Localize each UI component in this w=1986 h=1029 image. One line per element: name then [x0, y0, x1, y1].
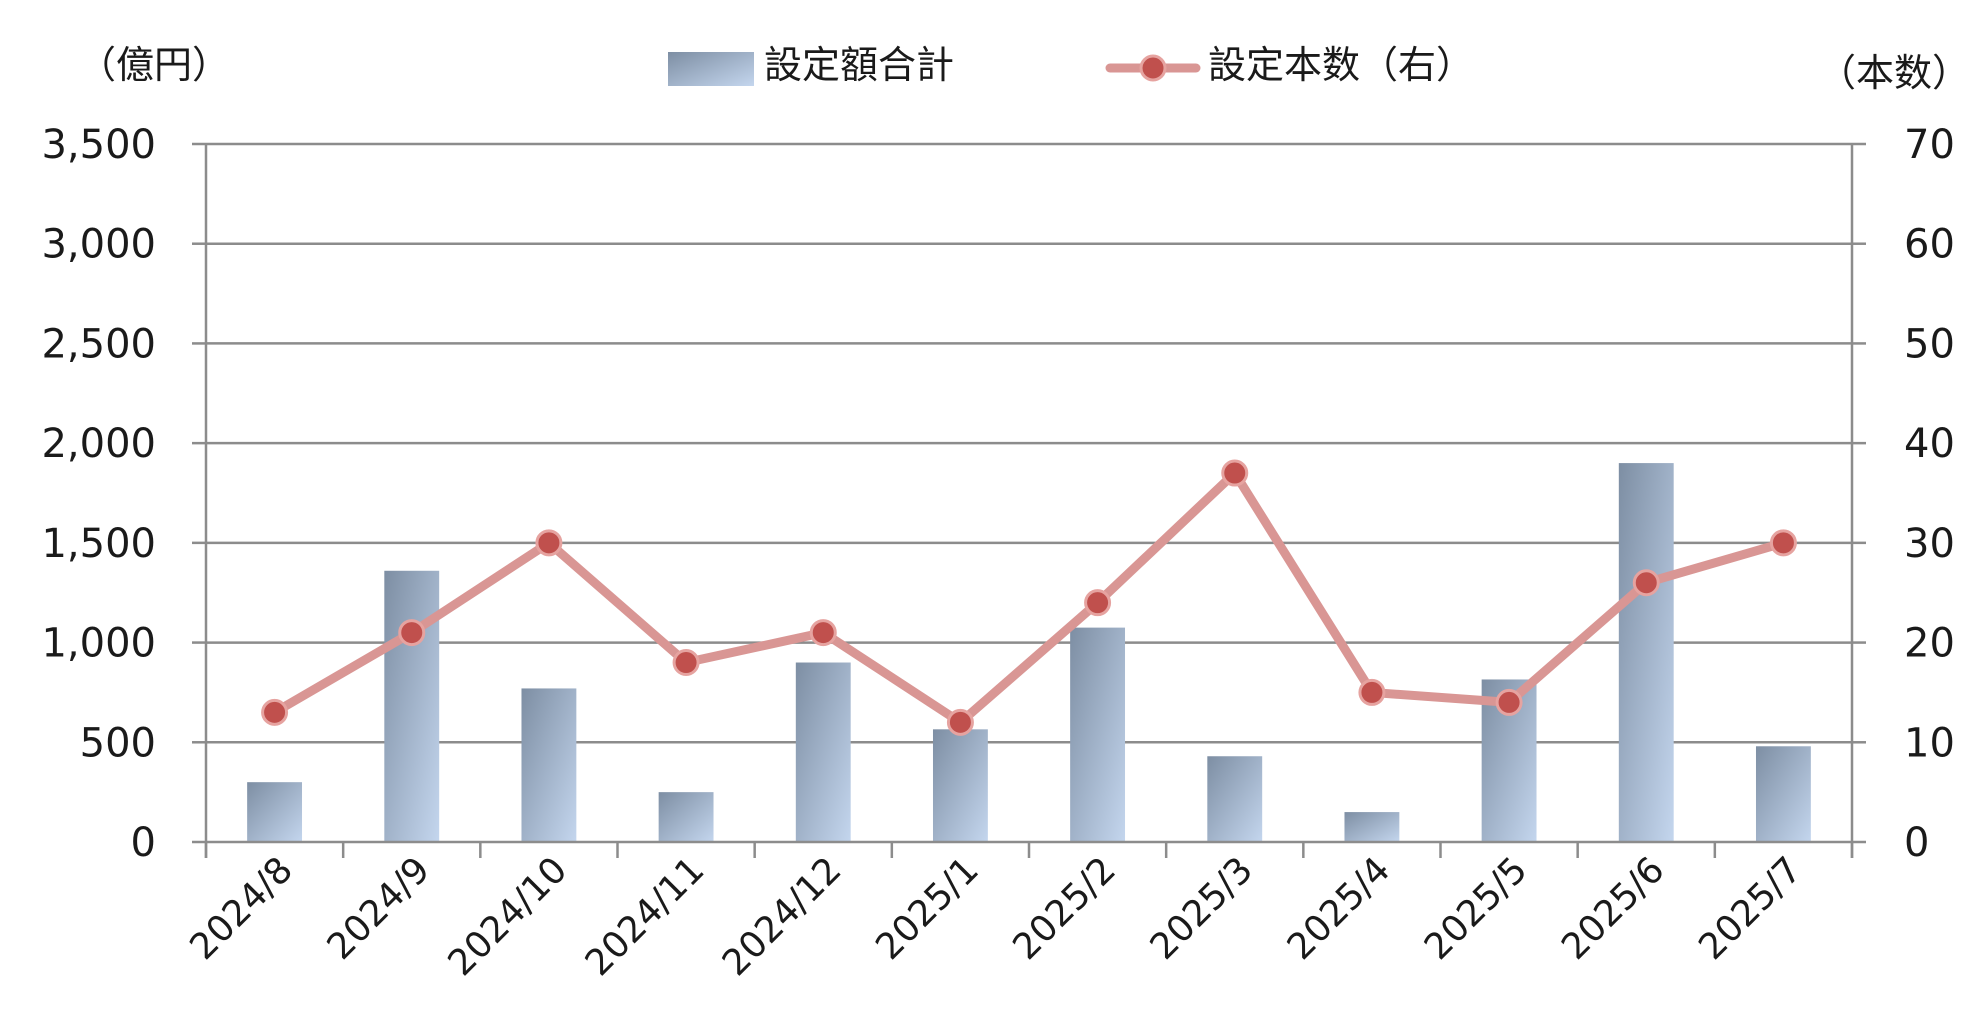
left-tick-label: 1,000: [41, 621, 156, 667]
legend-line-label: 設定本数（右）: [1208, 43, 1474, 87]
legend: 設定額合計 設定本数（右）: [668, 43, 1474, 87]
bar: [247, 782, 303, 842]
bar: [1618, 463, 1674, 842]
right-axis-ticks: 0 10 20 30 40 50 60 70: [1904, 122, 1955, 866]
bar: [521, 688, 577, 842]
legend-line-marker: [1139, 54, 1167, 82]
x-tick-label: 2025/3: [1143, 849, 1262, 968]
bar: [1070, 627, 1126, 842]
right-axis-unit: （本数）: [1818, 51, 1970, 95]
x-axis-ticks: 2024/8 2024/9 2024/10 2024/11 2024/12 2025/1 2…: [182, 849, 1809, 984]
x-tick-label: 2024/12: [715, 849, 850, 984]
left-tick-label: 500: [80, 720, 156, 766]
x-tick-label: 2025/6: [1554, 849, 1673, 968]
line-point: [1221, 459, 1249, 487]
x-tick-label: 2024/11: [578, 849, 713, 984]
line-point: [672, 649, 700, 677]
x-tick-label: 2025/7: [1691, 849, 1810, 968]
line-point: [1358, 678, 1386, 706]
left-tick-label: 1,500: [41, 521, 156, 567]
left-tick-label: 3,000: [41, 222, 156, 268]
right-tick-label: 30: [1904, 521, 1955, 567]
bar-series: [247, 463, 1811, 842]
left-axis-unit: （億円）: [78, 43, 230, 87]
line-point: [946, 708, 974, 736]
x-tick-label: 2025/5: [1417, 849, 1536, 968]
left-tick-label: 0: [131, 820, 156, 866]
right-tick-label: 60: [1904, 222, 1955, 268]
x-tick-label: 2024/9: [320, 849, 439, 968]
line-point: [1632, 569, 1660, 597]
line-point: [1084, 589, 1112, 617]
left-axis-ticks: 0 500 1,000 1,500 2,000 2,500 3,000 3,500: [41, 122, 156, 866]
bar: [1344, 812, 1400, 842]
x-tick-label: 2025/4: [1280, 849, 1399, 968]
line-point: [1495, 688, 1523, 716]
x-tick-label: 2025/2: [1005, 849, 1124, 968]
x-tick-label: 2025/1: [868, 849, 987, 968]
right-tick-label: 70: [1904, 122, 1955, 168]
gridlines: [192, 142, 1866, 844]
axes: [204, 144, 1854, 858]
line-path: [270, 468, 1788, 727]
right-tick-label: 20: [1904, 621, 1955, 667]
right-tick-label: 40: [1904, 421, 1955, 467]
line-point: [809, 619, 837, 647]
line-point: [535, 529, 563, 557]
bar: [384, 570, 440, 842]
right-tick-label: 10: [1904, 720, 1955, 766]
legend-bar-swatch: [668, 52, 754, 86]
bar: [658, 792, 714, 842]
legend-bar-label: 設定額合計: [764, 43, 954, 87]
line-point: [1769, 529, 1797, 557]
x-tick-label: 2024/10: [441, 849, 576, 984]
left-tick-label: 3,500: [41, 122, 156, 168]
line-series: [261, 459, 1797, 736]
right-tick-label: 50: [1904, 321, 1955, 367]
line-point: [398, 619, 426, 647]
bar: [1755, 746, 1811, 842]
bar: [1207, 756, 1263, 842]
left-tick-label: 2,500: [41, 321, 156, 367]
bar: [795, 662, 851, 842]
left-tick-label: 2,000: [41, 421, 156, 467]
line-point: [261, 698, 289, 726]
bar: [932, 729, 988, 842]
x-tick-label: 2024/8: [182, 849, 301, 968]
right-tick-label: 0: [1904, 820, 1929, 866]
